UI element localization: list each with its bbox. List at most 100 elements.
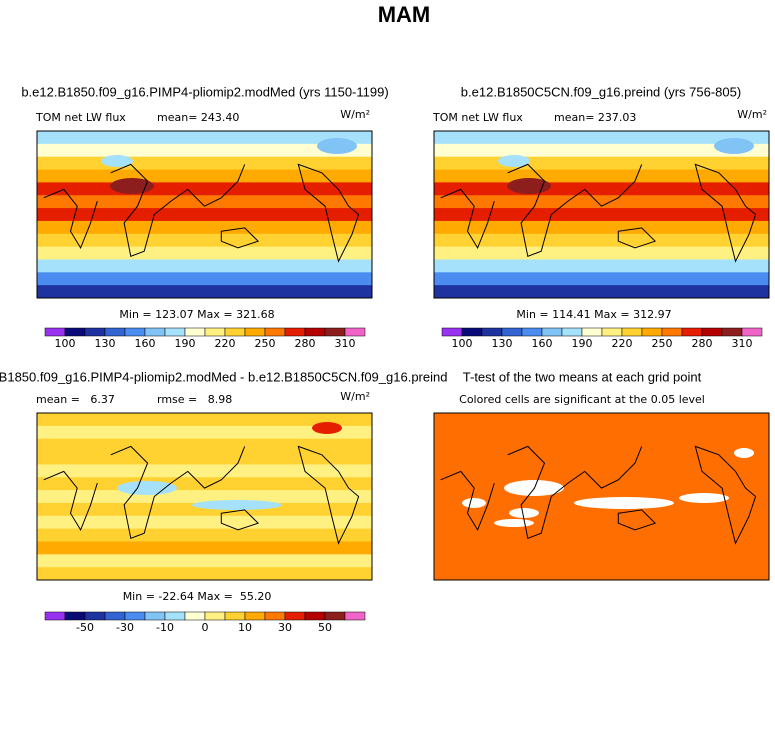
colorbar-box	[344, 611, 366, 621]
colorbar-box	[64, 611, 86, 621]
field-band	[37, 143, 372, 158]
colorbar-label: 190	[175, 337, 196, 350]
colorbar-label: 220	[612, 337, 633, 350]
field-patch	[507, 178, 551, 194]
field-band	[434, 131, 769, 145]
field-patch	[101, 155, 133, 167]
field-band	[37, 131, 372, 145]
field-band	[434, 156, 769, 171]
field-band	[37, 541, 372, 555]
units-label: W/m²	[340, 108, 370, 121]
field-band	[434, 169, 769, 183]
field-band	[434, 246, 769, 260]
field-band	[37, 182, 372, 196]
panel-title: b.e12.B1850.f09_g16.PIMP4-pliomip2.modMe…	[0, 369, 447, 384]
colorbar-label: 190	[572, 337, 593, 350]
colorbar-label: 250	[255, 337, 276, 350]
map-field	[37, 413, 372, 581]
field-band	[37, 451, 372, 465]
field-band	[434, 285, 769, 299]
colorbar-box	[701, 327, 723, 337]
colorbar-label: 250	[652, 337, 673, 350]
colorbar-box	[324, 327, 346, 337]
colorbar-box	[124, 611, 146, 621]
field-band	[37, 169, 372, 183]
field-band	[434, 220, 769, 235]
colorbar-label: -30	[116, 621, 134, 634]
colorbar-label: 280	[692, 337, 713, 350]
colorbar-label: 160	[135, 337, 156, 350]
center-label: rmse = 8.98	[157, 393, 232, 406]
left-label: TOM net LW flux	[432, 111, 523, 124]
colorbar-box	[64, 327, 86, 337]
colorbar-label: 310	[335, 337, 356, 350]
insignificant-area	[509, 508, 539, 518]
insignificant-area	[574, 497, 674, 509]
colorbar-label: 130	[95, 337, 116, 350]
field-band	[37, 528, 372, 542]
colorbar-box	[621, 327, 643, 337]
left-label: mean = 6.37	[36, 393, 115, 406]
colorbar-box	[441, 327, 463, 337]
colorbar-label: 30	[278, 621, 292, 634]
coastline	[43, 163, 360, 263]
figure-title: MAM	[378, 2, 431, 27]
field-band	[37, 156, 372, 171]
colorbar-label: 100	[55, 337, 76, 350]
colorbar-box	[561, 327, 583, 337]
colorbar-label: 50	[318, 621, 332, 634]
colorbar-label: 160	[532, 337, 553, 350]
colorbar-label: 280	[295, 337, 316, 350]
coastline	[440, 163, 757, 263]
field-band	[37, 425, 372, 440]
field-patch	[110, 178, 154, 194]
insignificant-area	[734, 448, 754, 458]
colorbar-box	[44, 611, 66, 621]
map-field	[37, 131, 372, 299]
insignificant-area	[494, 519, 534, 527]
colorbar-box	[264, 611, 286, 621]
field-patch	[192, 500, 282, 510]
colorbar-box	[721, 327, 743, 337]
center-label: mean= 243.40	[157, 111, 239, 124]
map-field	[434, 413, 769, 580]
field-band	[37, 515, 372, 530]
field-patch	[312, 422, 342, 434]
colorbar-box	[601, 327, 623, 337]
field-band	[37, 285, 372, 299]
field-band	[37, 554, 372, 568]
field-band	[37, 490, 372, 504]
colorbar-box	[244, 611, 266, 621]
colorbar-box	[461, 327, 483, 337]
colorbar-box	[541, 327, 563, 337]
colorbar-box	[224, 611, 246, 621]
colorbar-label: 220	[215, 337, 236, 350]
colorbar-box	[521, 327, 543, 337]
colorbar-box	[184, 327, 206, 337]
colorbar-box	[44, 327, 66, 337]
colorbar-box	[224, 327, 246, 337]
colorbar-box	[304, 327, 326, 337]
colorbar-label: 310	[732, 337, 753, 350]
colorbar-box	[284, 611, 306, 621]
insignificant-area	[462, 498, 486, 508]
field-band	[434, 233, 769, 248]
colorbar-box	[144, 611, 166, 621]
colorbar-box	[244, 327, 266, 337]
field-band	[37, 195, 372, 209]
field-patch	[117, 481, 177, 495]
colorbar-box	[104, 611, 126, 621]
colorbar-box	[264, 327, 286, 337]
panel-title: b.e12.B1850.f09_g16.PIMP4-pliomip2.modMe…	[21, 84, 388, 99]
colorbar-box	[164, 327, 186, 337]
colorbar-box	[741, 327, 763, 337]
colorbar-label: 130	[492, 337, 513, 350]
colorbar-label: -50	[76, 621, 94, 634]
colorbar-label: 100	[452, 337, 473, 350]
colorbar-box	[501, 327, 523, 337]
field-band	[434, 182, 769, 196]
map-frame	[433, 412, 770, 581]
colorbar-box	[681, 327, 703, 337]
min-max: Min = 123.07 Max = 321.68	[119, 308, 274, 321]
